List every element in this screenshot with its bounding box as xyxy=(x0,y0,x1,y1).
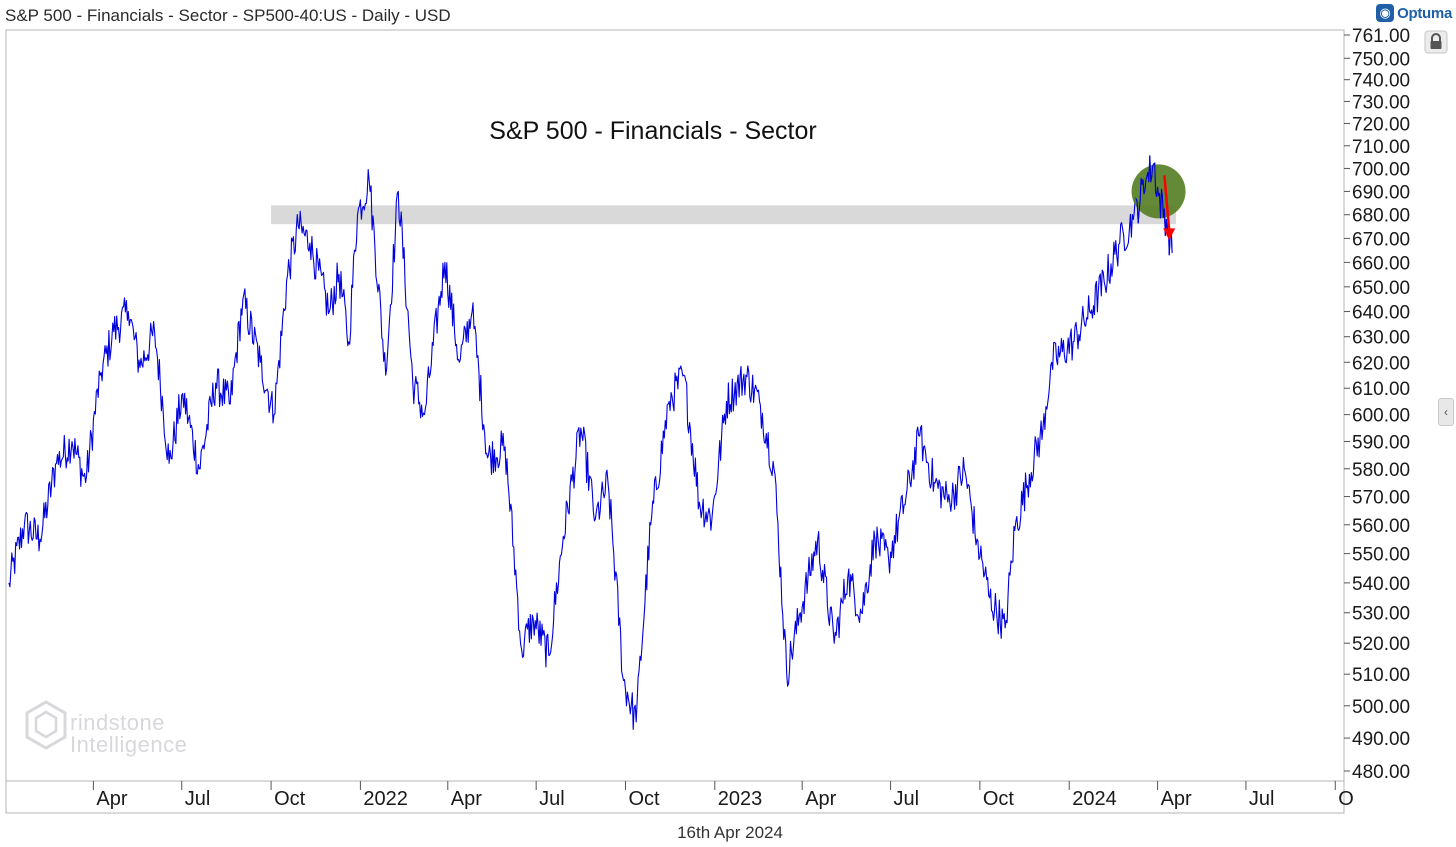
x-tick-label: Jul xyxy=(185,788,211,810)
x-tick-label: 2022 xyxy=(363,788,408,810)
optuma-logo-icon: ◉ xyxy=(1376,4,1395,22)
x-tick-label: Oct xyxy=(983,788,1015,810)
x-tick-label: 2024 xyxy=(1072,788,1117,810)
y-tick-label: 620.00 xyxy=(1352,353,1410,374)
y-tick-label: 700.00 xyxy=(1352,159,1410,180)
y-tick-label: 500.00 xyxy=(1352,697,1410,718)
y-tick-label: 761.00 xyxy=(1352,26,1410,47)
y-tick-label: 600.00 xyxy=(1352,406,1410,427)
y-tick-label: 490.00 xyxy=(1352,729,1410,750)
x-tick-label: Apr xyxy=(96,788,127,810)
y-tick-label: 510.00 xyxy=(1352,665,1410,686)
current-date-label: 16th Apr 2024 xyxy=(677,823,783,842)
down-arrow-shaft xyxy=(1163,175,1171,231)
y-tick-label: 530.00 xyxy=(1352,604,1410,625)
down-arrow-head xyxy=(1163,228,1176,241)
chart-title: S&P 500 - Financials - Sector xyxy=(489,117,816,145)
x-tick-label: Apr xyxy=(805,788,836,810)
x-tick-label: Jul xyxy=(539,788,565,810)
x-tick-label: Oct xyxy=(274,788,306,810)
watermark-line1: rindstone xyxy=(70,710,166,735)
price-series-line xyxy=(8,155,1173,730)
y-tick-label: 550.00 xyxy=(1352,545,1410,566)
brand-label: Optuma xyxy=(1397,4,1452,22)
price-series-line-overlay xyxy=(1135,155,1173,256)
grindstone-hexagon-logo xyxy=(25,700,67,750)
x-tick-label: Apr xyxy=(1161,788,1192,810)
y-tick-label: 480.00 xyxy=(1352,762,1410,783)
brand-logo: ◉ Optuma xyxy=(1376,4,1452,22)
watermark: rindstone Intelligence xyxy=(24,696,224,757)
y-tick-label: 710.00 xyxy=(1352,137,1410,158)
y-tick-label: 570.00 xyxy=(1352,488,1410,509)
chart-header: S&P 500 - Financials - Sector - SP500-40… xyxy=(0,0,1456,32)
chevron-left-icon[interactable]: ‹ xyxy=(1438,398,1454,426)
resistance-band xyxy=(271,205,1177,225)
x-axis-band xyxy=(5,780,1345,814)
x-tick-label: Jul xyxy=(894,788,920,810)
y-tick-label: 630.00 xyxy=(1352,328,1410,349)
y-tick-label: 580.00 xyxy=(1352,460,1410,481)
x-tick-label: O xyxy=(1338,788,1354,810)
x-tick-label: 2023 xyxy=(718,788,763,810)
x-tick-label: Jul xyxy=(1249,788,1275,810)
watermark-line2: Intelligence xyxy=(70,732,188,757)
y-tick-label: 690.00 xyxy=(1352,182,1410,203)
x-tick-label: Oct xyxy=(628,788,660,810)
lock-icon[interactable] xyxy=(1424,30,1448,54)
y-tick-label: 740.00 xyxy=(1352,71,1410,92)
y-tick-label: 670.00 xyxy=(1352,229,1410,250)
y-tick-label: 730.00 xyxy=(1352,92,1410,113)
y-tick-label: 560.00 xyxy=(1352,516,1410,537)
y-tick-label: 720.00 xyxy=(1352,114,1410,135)
y-tick-label: 520.00 xyxy=(1352,634,1410,655)
y-tick-label: 610.00 xyxy=(1352,379,1410,400)
y-tick-label: 590.00 xyxy=(1352,432,1410,453)
y-tick-label: 540.00 xyxy=(1352,574,1410,595)
y-tick-label: 660.00 xyxy=(1352,253,1410,274)
y-tick-label: 650.00 xyxy=(1352,278,1410,299)
y-tick-label: 680.00 xyxy=(1352,206,1410,227)
y-tick-label: 640.00 xyxy=(1352,303,1410,324)
y-tick-label: 750.00 xyxy=(1352,49,1410,70)
x-tick-label: Apr xyxy=(451,788,482,810)
instrument-title: S&P 500 - Financials - Sector - SP500-40… xyxy=(5,6,451,25)
